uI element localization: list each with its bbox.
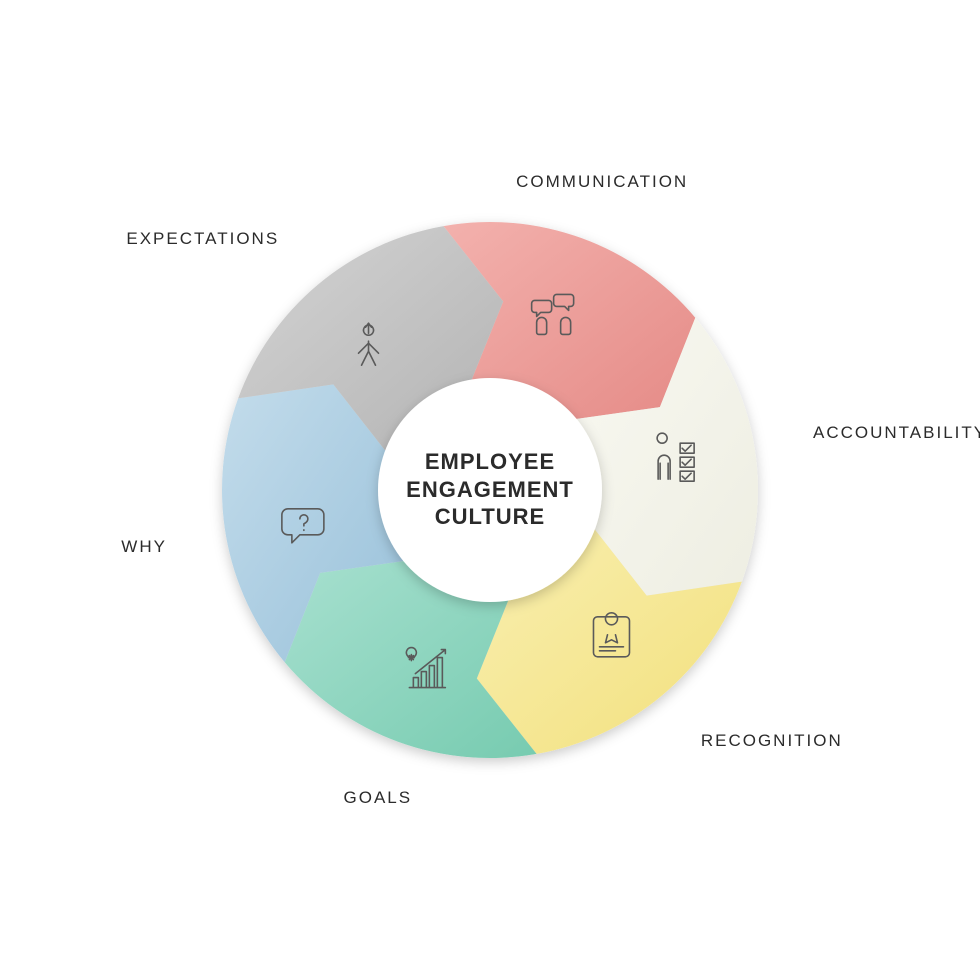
center-title-line1: EMPLOYEE [380,448,600,476]
center-title-line3: CULTURE [380,503,600,531]
label-communication: COMMUNICATION [516,172,688,192]
label-goals: GOALS [344,788,413,808]
center-title: EMPLOYEE ENGAGEMENT CULTURE [380,448,600,531]
label-recognition: RECOGNITION [701,731,843,751]
label-why: WHY [121,537,167,557]
label-accountability: ACCOUNTABILITY [813,423,980,443]
label-expectations: EXPECTATIONS [126,229,279,249]
infographic-stage: EMPLOYEE ENGAGEMENT CULTURE COMMUNICATIO… [0,0,980,980]
center-title-line2: ENGAGEMENT [380,476,600,504]
